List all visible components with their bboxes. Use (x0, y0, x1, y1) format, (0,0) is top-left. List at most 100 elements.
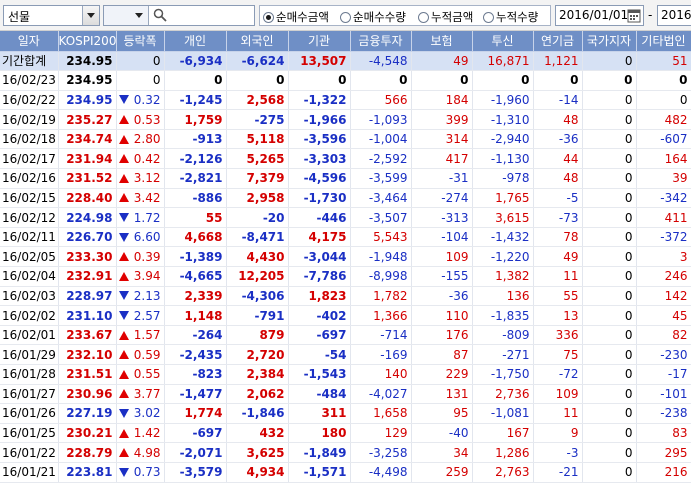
col-header-date[interactable]: 일자 (0, 31, 59, 52)
radio-dot[interactable] (418, 11, 429, 23)
cell-individual: -2,435 (164, 344, 227, 365)
table-row[interactable]: 16/01/27 230.96 3.77 -1,477 2,062 -484 -4,027 1… (0, 384, 691, 405)
table-row[interactable]: 16/02/04 232.91 3.94 -4,665 12,205 -7,786 -8,9… (0, 266, 691, 287)
table-row[interactable]: 16/01/22 228.79 4.98 -2,071 3,625 -1,849 -3,25… (0, 442, 691, 463)
cell-pension: 49 (533, 246, 583, 268)
cell-government: 0 (582, 246, 637, 268)
cell-institution: 4,175 (288, 227, 351, 248)
cell-pension: 44 (533, 148, 583, 170)
radio-net-amount[interactable]: 순매수금액 (263, 9, 329, 25)
cell-foreign: 0 (226, 70, 289, 91)
col-header-other-corp[interactable]: 기타법인 (636, 31, 691, 52)
cell-financial-investment: -169 (350, 344, 412, 365)
table-row[interactable]: 16/02/23 234.95 0 0 0 0 0 0 0 0 0 0 (0, 70, 691, 91)
table-row[interactable]: 16/01/28 231.51 0.55 -823 2,384 -1,543 140 229-… (0, 364, 691, 385)
change-value: 3.12 (133, 171, 161, 186)
radio-dot[interactable] (483, 11, 494, 23)
cell-date: 16/02/01 (0, 325, 59, 346)
change-value: 1.42 (133, 426, 161, 441)
down-triangle-icon (118, 291, 129, 301)
radio-cumulative-amount[interactable]: 누적금액 (418, 9, 473, 25)
table-row[interactable]: 16/02/03 228.97 2.13 2,339 -4,306 1,823 1,782-… (0, 286, 691, 307)
cell-date: 16/02/19 (0, 109, 59, 130)
cell-other-corp: -607 (636, 129, 691, 150)
table-row[interactable]: 16/02/12 224.98 1.72 55 -20 -446 -3,507 -313 3,6… (0, 207, 691, 228)
market-select[interactable]: 선물 (3, 5, 100, 26)
table-row[interactable]: 16/01/29 232.10 0.59 -2,435 2,720 -54 -169 87 -2… (0, 344, 691, 365)
cell-individual: -6,934 (164, 51, 227, 72)
table-row[interactable]: 16/02/01 233.67 1.57 -264 879 -697 -714 176 -809… (0, 325, 691, 346)
cell-date: 16/02/03 (0, 286, 59, 307)
col-header-financial-investment[interactable]: 금융투자 (350, 31, 412, 52)
table-row[interactable]: 16/02/17 231.94 0.42 -2,126 5,265 -3,303 -2,59… (0, 148, 691, 170)
market-select-value: 선물 (8, 10, 31, 24)
change-value: 3.02 (133, 406, 161, 421)
cell-insurance: 399 (411, 109, 473, 130)
table-row[interactable]: 16/02/19 235.27 0.53 1,759 -275 -1,966 -1,093 3… (0, 109, 691, 130)
cell-pension: -5 (533, 188, 583, 209)
cell-date: 16/02/11 (0, 227, 59, 248)
table-row[interactable]: 16/01/21 223.81 0.73 -3,579 4,934 -1,571 -4,49… (0, 462, 691, 483)
cell-other-corp: -372 (636, 227, 691, 248)
cell-investment-trust: 136 (472, 286, 534, 307)
col-header-individual[interactable]: 개인 (164, 31, 227, 52)
table-row[interactable]: 16/02/22 234.95 0.32 -1,245 2,568 -1,322 566 18… (0, 90, 691, 111)
col-header-institution[interactable]: 기관 (288, 31, 351, 52)
table-row[interactable]: 16/01/25 230.21 1.42 -697 432 180 129 -40 167 9 0 8… (0, 423, 691, 444)
stock-search[interactable] (103, 5, 255, 26)
cell-insurance: 109 (411, 246, 473, 268)
chevron-down-icon[interactable] (82, 6, 99, 25)
radio-net-quantity[interactable]: 순매수수량 (340, 9, 406, 25)
col-header-insurance[interactable]: 보험 (411, 31, 473, 52)
change-value: 0 (152, 53, 161, 68)
up-triangle-icon (118, 369, 129, 379)
start-date-field[interactable]: 2016/01/01 (555, 5, 644, 26)
col-header-pension[interactable]: 연기금 (533, 31, 583, 52)
table-row[interactable]: 16/02/05 233.30 0.39 -1,389 4,430 -3,044 -1,94… (0, 246, 691, 268)
cell-insurance: 87 (411, 344, 473, 365)
search-dropdown[interactable] (104, 6, 149, 25)
cell-investment-trust: -1,835 (472, 305, 534, 326)
cell-kospi200: 233.30 (58, 246, 117, 268)
radio-dot[interactable] (340, 11, 351, 23)
cell-pension: 75 (533, 344, 583, 365)
cell-institution: 13,507 (288, 51, 351, 72)
end-date-field[interactable]: 2016 (657, 5, 691, 26)
table-row[interactable]: 16/02/11 226.70 6.60 4,668 -8,471 4,175 5,543-… (0, 227, 691, 248)
table-row[interactable]: 16/02/18 234.74 2.80 -913 5,118 -3,596 -1,004 3… (0, 129, 691, 150)
cell-insurance: 184 (411, 90, 473, 111)
cell-date: 기간합계 (0, 51, 59, 72)
search-input[interactable] (169, 7, 253, 24)
table-row[interactable]: 16/02/16 231.52 3.12 -2,821 7,379 -4,596 -3,59… (0, 168, 691, 189)
cell-kospi200: 234.74 (58, 129, 117, 150)
cell-insurance: -155 (411, 266, 473, 287)
summary-row[interactable]: 기간합계 234.95 0 -6,934 -6,624 13,507 -4,548 49 16,… (0, 51, 691, 72)
col-header-kospi200[interactable]: KOSPI200 (58, 31, 117, 52)
search-icon[interactable] (153, 8, 167, 22)
cell-investment-trust: 2,763 (472, 462, 534, 483)
cell-financial-investment: 5,543 (350, 227, 412, 248)
table-row[interactable]: 16/02/15 228.40 3.42 -886 2,958 -1,730 -3,464-… (0, 188, 691, 209)
cell-pension: 109 (533, 384, 583, 405)
cell-insurance: -36 (411, 286, 473, 307)
cell-kospi200: 232.91 (58, 266, 117, 287)
radio-dot[interactable] (263, 11, 274, 23)
col-header-government[interactable]: 국가지자 (582, 31, 637, 52)
cell-insurance: -40 (411, 423, 473, 444)
table-row[interactable]: 16/02/02 231.10 2.57 1,148 -791 -402 1,366 110-… (0, 305, 691, 326)
cell-financial-investment: -8,998 (350, 266, 412, 287)
cell-institution: -7,786 (288, 266, 351, 287)
cell-institution: -1,966 (288, 109, 351, 130)
cell-change: 1.42 (116, 423, 165, 444)
table-row[interactable]: 16/01/26 227.19 3.02 1,774 -1,846 311 1,658 95-… (0, 403, 691, 424)
cell-kospi200: 231.94 (58, 148, 117, 170)
calendar-icon[interactable] (627, 8, 641, 23)
col-header-investment-trust[interactable]: 투신 (472, 31, 534, 52)
cell-foreign: -4,306 (226, 286, 289, 307)
cell-change: 6.60 (116, 227, 165, 248)
radio-cumulative-quantity[interactable]: 누적수량 (483, 9, 538, 25)
cell-other-corp: 0 (636, 90, 691, 111)
col-header-foreign[interactable]: 외국인 (226, 31, 289, 52)
col-header-change[interactable]: 등락폭 (116, 31, 165, 52)
cell-foreign: -1,846 (226, 403, 289, 424)
